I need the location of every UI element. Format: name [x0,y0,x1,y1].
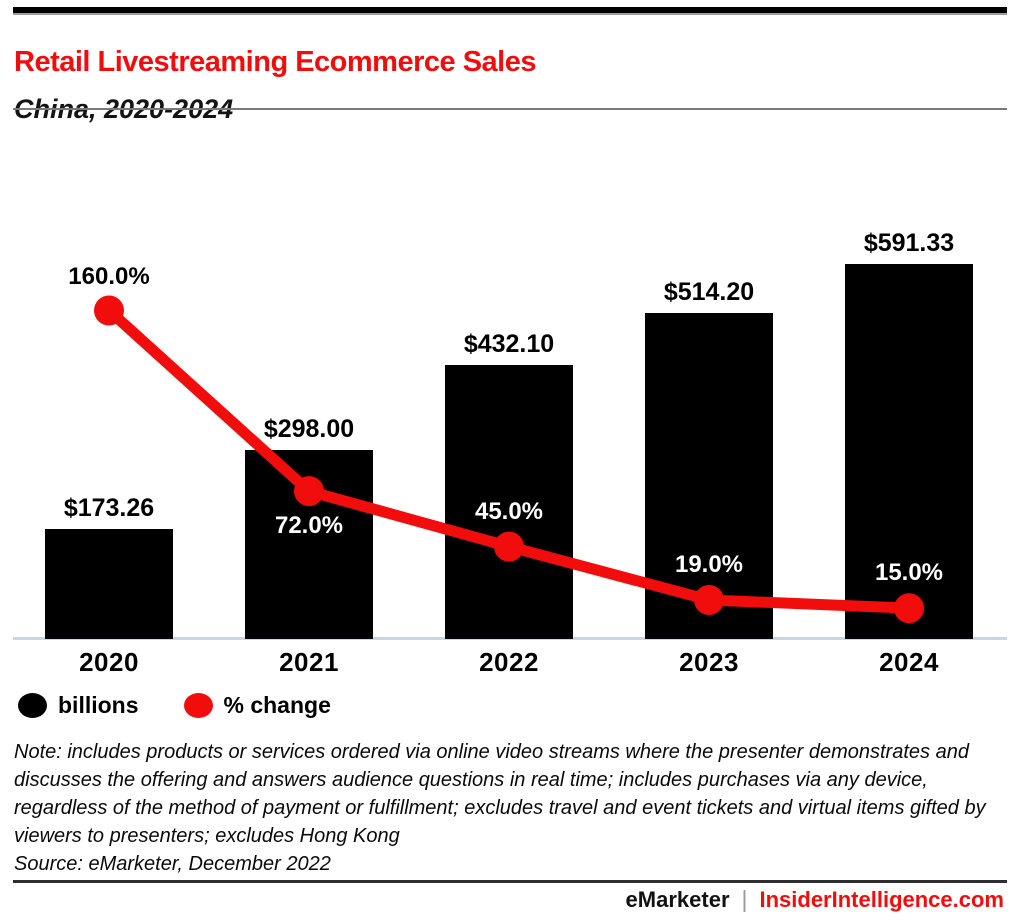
x-axis-label-2024: 2024 [879,647,939,677]
bar-2022 [445,364,573,639]
bar-value-label: $432.10 [463,329,555,358]
legend-item-pct-change: % change [183,692,331,719]
bar-value-label: $298.00 [263,415,355,444]
footer-divider [13,880,1007,883]
pct-change-label: 45.0% [474,497,544,525]
legend-label: billions [58,692,139,718]
pct-change-label: 160.0% [68,263,150,291]
page-title: Retail Livestreaming Ecommerce Sales [14,46,536,79]
line-point-2020 [94,295,124,326]
line-point-2021 [294,476,324,507]
header-divider [13,108,1007,110]
legend-item-billions: billions [18,692,139,719]
insider-intelligence-link[interactable]: InsiderIntelligence.com [759,887,1004,912]
x-axis-label-2020: 2020 [79,647,139,677]
top-black-bar [13,7,1007,15]
pct-change-swatch-icon [183,693,213,718]
bar-value-label: $591.33 [863,229,955,257]
source-text: Source: eMarketer, December 2022 [14,853,331,875]
x-axis-label-2021: 2021 [279,647,339,677]
footer-branding: eMarketer | InsiderIntelligence.com [626,886,1004,913]
combo-chart: $173.26 2020 $298.00 2021 $432.10 2022 $514.20… [0,115,1020,680]
footer-pipe: | [741,886,748,912]
line-point-2022 [494,531,524,562]
bar-2020 [45,529,173,639]
pct-change-label: 72.0% [274,512,344,540]
pct-change-label: 15.0% [874,559,944,587]
bar-2024 [845,264,973,639]
bar-value-label: $514.20 [663,277,755,306]
pct-change-line [94,295,924,624]
emarketer-logo: eMarketer [625,887,730,912]
bar-value-label: $173.26 [63,494,155,523]
footnotes: Note: includes products or services orde… [14,738,1004,878]
line-point-2024 [894,593,924,624]
line-point-2023 [694,584,724,615]
legend-label: % change [223,692,331,718]
chart-legend: billions % change [18,692,331,719]
x-axis-label-2023: 2023 [679,647,739,677]
billions-swatch-icon [18,693,47,718]
x-axis-label-2022: 2022 [479,647,539,677]
pct-change-label: 19.0% [674,550,744,578]
note-text: Note: includes products or services orde… [14,741,986,847]
